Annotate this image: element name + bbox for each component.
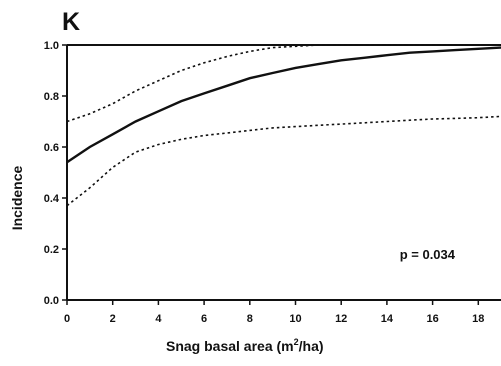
p-value-annotation: p = 0.034 [400, 247, 456, 262]
x-ticks: 0 2 4 6 8 10 12 14 16 18 [64, 300, 484, 325]
x-axis-label-superscript: 2 [294, 337, 299, 347]
y-tick-label: 0.2 [44, 244, 59, 256]
y-axis-label: Incidence [9, 166, 25, 231]
x-tick-label: 10 [289, 313, 301, 325]
y-tick-label: 0.8 [44, 91, 59, 103]
x-tick-label: 8 [247, 313, 253, 325]
series-layer [66, 44, 501, 207]
y-tick-label: 0.6 [44, 142, 59, 154]
x-tick-label: 12 [335, 313, 347, 325]
x-tick-label: 14 [381, 313, 394, 325]
upper-confidence-line [66, 44, 501, 123]
x-tick-label: 4 [155, 313, 162, 325]
x-tick-label: 6 [201, 313, 207, 325]
y-ticks: 0.0 0.2 0.4 0.6 0.8 1.0 [44, 40, 67, 307]
x-axis-label: Snag basal area (m2/ha) [166, 337, 324, 354]
fitted-curve-line [66, 46, 501, 164]
x-tick-label: 18 [472, 313, 484, 325]
x-tick-label: 2 [110, 313, 116, 325]
y-tick-label: 0.4 [44, 193, 60, 205]
y-tick-label: 1.0 [44, 40, 59, 52]
x-tick-label: 0 [64, 313, 70, 325]
x-axis-label-suffix: /ha) [299, 338, 324, 354]
lower-confidence-line [66, 115, 501, 207]
x-axis-label-main: Snag basal area (m [166, 338, 294, 354]
panel-label: K [62, 8, 80, 36]
x-tick-label: 16 [426, 313, 438, 325]
y-tick-label: 0.0 [44, 295, 59, 307]
